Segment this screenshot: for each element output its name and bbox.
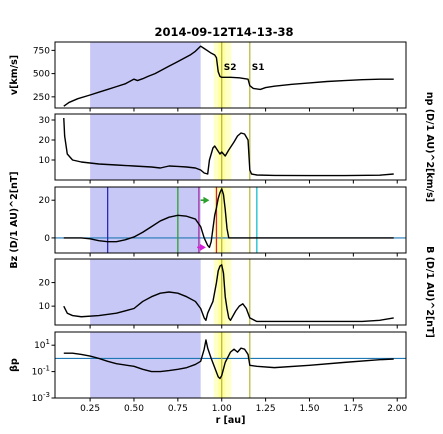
series-line-b — [63, 264, 394, 323]
y-axis-label-bz: Bz (D/1 AU)^2[nT] — [9, 171, 20, 268]
y-tick-label: 10 — [39, 156, 51, 166]
y-tick-label: 30 — [39, 116, 51, 126]
arrow-head-0 — [203, 196, 210, 204]
marker-label-s1: S1 — [252, 63, 265, 73]
y-tick-label: 10-1 — [32, 365, 50, 378]
y-axis-label-density: np (D/1 AU)^2[km/s] — [424, 92, 435, 202]
series-line-bz — [63, 188, 394, 249]
panel-frame-density — [54, 113, 407, 181]
marker-label-s2: S2 — [224, 63, 237, 73]
x-tick-label: 0.75 — [168, 404, 188, 414]
panel-frame-b — [54, 258, 407, 326]
arrow-head-1 — [199, 243, 206, 251]
y-tick-label: 0 — [44, 234, 50, 244]
panel-frame-bz — [54, 186, 407, 254]
series-line-beta — [63, 339, 394, 380]
x-tick-label: 0.50 — [124, 404, 144, 414]
shaded-region — [90, 114, 201, 180]
y-tick-label: 750 — [33, 46, 50, 56]
series-line-velocity — [63, 45, 394, 107]
figure-title: 2014-09-12T14-13-38 — [155, 25, 294, 39]
y-tick-label: 10 — [39, 302, 51, 312]
y-tick-label: 250 — [33, 93, 50, 103]
y-axis-label-b: B (D/1 AU)^2[nT] — [424, 246, 435, 338]
x-tick-label: 1.00 — [212, 404, 232, 414]
y-tick-label: 20 — [39, 196, 51, 206]
x-tick-label: 1.50 — [299, 404, 319, 414]
panel-frame-beta — [54, 331, 407, 399]
shaded-region — [90, 332, 201, 398]
x-tick-label: 1.75 — [343, 404, 363, 414]
x-axis-label: r [au] — [216, 415, 246, 426]
y-tick-label: 101 — [34, 338, 50, 351]
y-axis-label-beta: βp — [9, 358, 20, 372]
x-tick-label: 2.00 — [387, 404, 407, 414]
y-tick-label: 500 — [33, 70, 50, 80]
y-tick-label: 20 — [39, 136, 51, 146]
shaded-region — [90, 187, 201, 253]
series-line-density — [63, 117, 394, 177]
y-tick-label: 10-3 — [32, 391, 50, 404]
x-tick-label: 1.25 — [256, 404, 276, 414]
y-tick-label: 20 — [39, 279, 51, 289]
panel-frame-velocity — [54, 41, 407, 109]
shaded-region — [90, 42, 201, 108]
x-tick-label: 0.25 — [80, 404, 100, 414]
y-axis-label-velocity: v[km/s] — [9, 55, 20, 95]
